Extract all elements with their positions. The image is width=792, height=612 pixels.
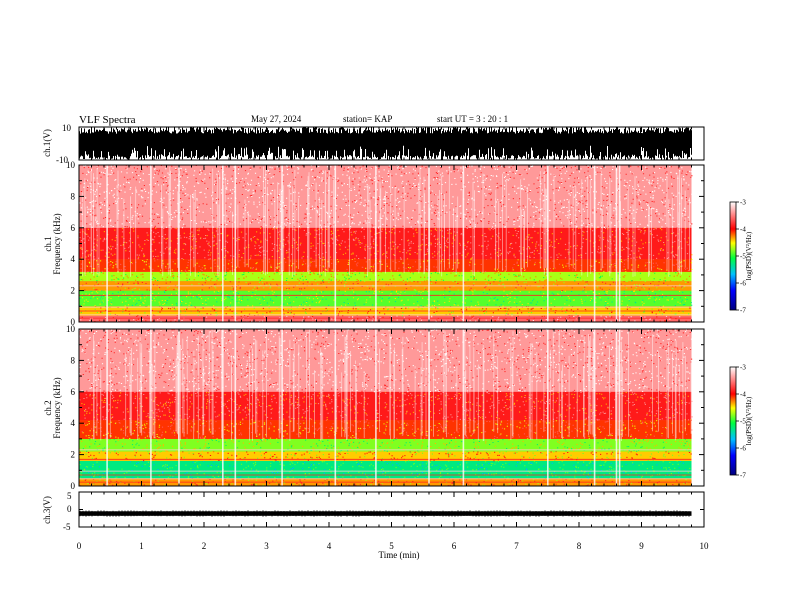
ch2-spec-ytick-label-1: 2 [71, 450, 76, 460]
ch2-spec-band-2-speckle-lo [85, 451, 685, 462]
ch2-colorbar-tick-label-4: -7 [740, 472, 746, 480]
xtick-label-3: 3 [264, 541, 269, 551]
ch1-spectrogram-ylabel: ch.1Frequency (kHz) [43, 213, 62, 274]
ch1-spec-faint-streaks [82, 165, 690, 277]
header-station: station= KAP [343, 114, 392, 124]
ch1-spec-ytick-label-1: 2 [71, 286, 76, 296]
ch1-colorbar-tick-label-2: -5 [740, 253, 746, 261]
xtick-label-8: 8 [577, 541, 582, 551]
ch1-spec-ytick-label-5: 10 [66, 160, 76, 170]
ch2-spec-band-3 [79, 438, 692, 452]
ch1-spec-ytick-label-2: 4 [71, 254, 76, 264]
ch2-spec-band-1 [79, 460, 692, 479]
ch1-yticks [79, 126, 83, 161]
ch2-spec-band-3-speckle-lo [82, 438, 690, 452]
ch1-spectrogram-freq: Frequency (kHz) [52, 213, 62, 274]
ch2-spec-ytick-label-2: 4 [71, 418, 76, 428]
ch2-spectrogram-panel: 0 2 4 6 8 10 ch.2Frequency (kHz) [43, 324, 705, 491]
ch1-spec-band-4-speckle-lo [80, 271, 677, 282]
ch2-spec-faint-streaks [93, 329, 692, 441]
ch1-ytick-label-top: 10 [62, 123, 72, 133]
ch2-spectrogram-ylabel: ch.2Frequency (kHz) [43, 377, 62, 438]
ch1-waveform-ylabel: ch.1(V) [42, 129, 52, 157]
ch3-waveform-ylabel: ch.3(V) [42, 496, 52, 524]
ch1-spec-ytick-label-3: 6 [71, 223, 76, 233]
time-axis-label: Time (min) [379, 550, 420, 560]
xtick-label-2: 2 [202, 541, 207, 551]
ch1-spec-band-0 [79, 315, 692, 322]
ch2-spectrogram-channel: ch.2 [43, 400, 53, 415]
xtick-label-0: 0 [77, 541, 82, 551]
ch2-colorbar: -3 -4 -5 -6 -7 log(PSD)(V²/Hz) [729, 364, 753, 480]
ch2-spectrogram-image [79, 328, 693, 487]
ch1-spectrogram-yticks: 0 2 4 6 8 10 [66, 160, 704, 327]
ch2-colorbar-tick-label-2: -5 [740, 418, 746, 426]
ch2-colorbar-label: log(PSD)(V²/Hz) [745, 396, 753, 445]
ch2-colorbar-tick-label-1: -4 [740, 391, 746, 399]
ch1-spectrogram-panel: 0 2 4 6 8 10 ch.1Frequency (kHz) [43, 160, 705, 327]
ch3-ytick-label-top: 5 [67, 491, 72, 501]
ch2-colorbar-tick-label-0: -3 [740, 364, 746, 372]
ch1-waveform-line [79, 127, 692, 160]
ch2-colorbar-gradient [729, 366, 737, 476]
ch3-ytick-label-mid: 0 [67, 504, 72, 514]
ch2-spec-band-5 [79, 391, 692, 421]
ch1-colorbar: -3 -4 -5 -6 -7 log(PSD)(V²/Hz) [729, 199, 753, 315]
ch1-colorbar-tick-label-1: -4 [740, 226, 746, 234]
ch1-spec-band-2-speckle-lo [79, 290, 693, 307]
ch3-waveform-line [79, 510, 690, 517]
ch1-spec-ytick-label-4: 8 [71, 191, 76, 201]
header-date: May 27, 2024 [251, 114, 302, 124]
ch3-waveform-band [79, 511, 692, 516]
xtick-label-10: 10 [700, 541, 710, 551]
figure-title: VLF Spectra [79, 114, 136, 126]
header-start-time: start UT = 3 : 20 : 1 [437, 114, 508, 124]
ch3-ytick-label-bottom: -5 [63, 522, 71, 532]
ch2-colorbar-tick-label-3: -6 [740, 445, 746, 453]
ch1-colorbar-label: log(PSD)(V²/Hz) [745, 231, 753, 280]
ch1-spectrogram-channel: ch.1 [43, 236, 53, 251]
ch2-spectrogram-freq: Frequency (kHz) [52, 377, 62, 438]
ch1-spec-band-2-speckle-hi [80, 290, 686, 307]
ch2-spec-band-2 [79, 451, 692, 461]
time-axis: 0 1 2 3 4 5 6 7 8 9 10 [77, 127, 709, 551]
xtick-label-5: 5 [389, 541, 394, 551]
ch2-spec-ytick-label-4: 8 [71, 355, 76, 365]
ch1-ytick-label-bottom: -10 [56, 155, 68, 165]
ch1-spec-band-3-speckle-lo [93, 280, 687, 291]
xtick-label-6: 6 [452, 541, 457, 551]
ch2-spec-ytick-label-3: 6 [71, 387, 76, 397]
xtick-label-1: 1 [139, 541, 144, 551]
ch2-spectrogram-yticks: 0 2 4 6 8 10 [66, 324, 704, 491]
xtick-label-4: 4 [327, 541, 332, 551]
ch2-spec-ytick-label-5: 10 [66, 324, 76, 334]
xtick-label-7: 7 [514, 541, 519, 551]
ch1-colorbar-tick-label-0: -3 [740, 199, 746, 207]
ch3-waveform-trace [79, 510, 692, 517]
ch1-spectrogram-image [79, 164, 693, 323]
xtick-label-9: 9 [639, 541, 644, 551]
ch1-spec-ytick-label-0: 0 [71, 317, 76, 327]
ch1-waveform-trace [79, 127, 692, 160]
ch2-spec-band-4-speckle-hi [81, 419, 693, 440]
ch1-colorbar-gradient [729, 201, 737, 311]
ch2-spec-band-4-speckle-lo [82, 419, 690, 440]
ch1-spec-band-2 [79, 290, 692, 307]
ch3-yticks [79, 491, 704, 528]
ch2-spec-band-6 [79, 329, 692, 392]
ch1-colorbar-tick-label-4: -7 [740, 307, 746, 315]
ch1-colorbar-tick-label-3: -6 [740, 280, 746, 288]
ch1-spec-band-4 [79, 271, 692, 282]
ch2-spec-ytick-label-0: 0 [71, 481, 76, 491]
